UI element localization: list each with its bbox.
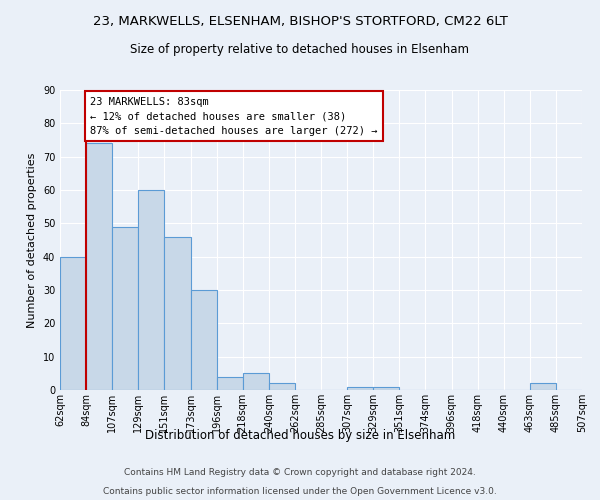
Bar bbox=[243, 374, 269, 390]
Bar bbox=[269, 384, 295, 390]
Bar bbox=[139, 190, 164, 390]
Bar bbox=[530, 384, 556, 390]
Text: Distribution of detached houses by size in Elsenham: Distribution of detached houses by size … bbox=[145, 428, 455, 442]
Bar bbox=[373, 386, 400, 390]
Bar bbox=[347, 386, 373, 390]
Text: Contains HM Land Registry data © Crown copyright and database right 2024.: Contains HM Land Registry data © Crown c… bbox=[124, 468, 476, 477]
Bar bbox=[191, 290, 217, 390]
Bar bbox=[60, 256, 86, 390]
Bar bbox=[86, 144, 112, 390]
Text: Size of property relative to detached houses in Elsenham: Size of property relative to detached ho… bbox=[131, 42, 470, 56]
Bar bbox=[112, 226, 139, 390]
Text: Contains public sector information licensed under the Open Government Licence v3: Contains public sector information licen… bbox=[103, 486, 497, 496]
Text: 23 MARKWELLS: 83sqm
← 12% of detached houses are smaller (38)
87% of semi-detach: 23 MARKWELLS: 83sqm ← 12% of detached ho… bbox=[90, 96, 377, 136]
Text: 23, MARKWELLS, ELSENHAM, BISHOP'S STORTFORD, CM22 6LT: 23, MARKWELLS, ELSENHAM, BISHOP'S STORTF… bbox=[92, 15, 508, 28]
Bar bbox=[217, 376, 243, 390]
Bar bbox=[164, 236, 191, 390]
Y-axis label: Number of detached properties: Number of detached properties bbox=[27, 152, 37, 328]
